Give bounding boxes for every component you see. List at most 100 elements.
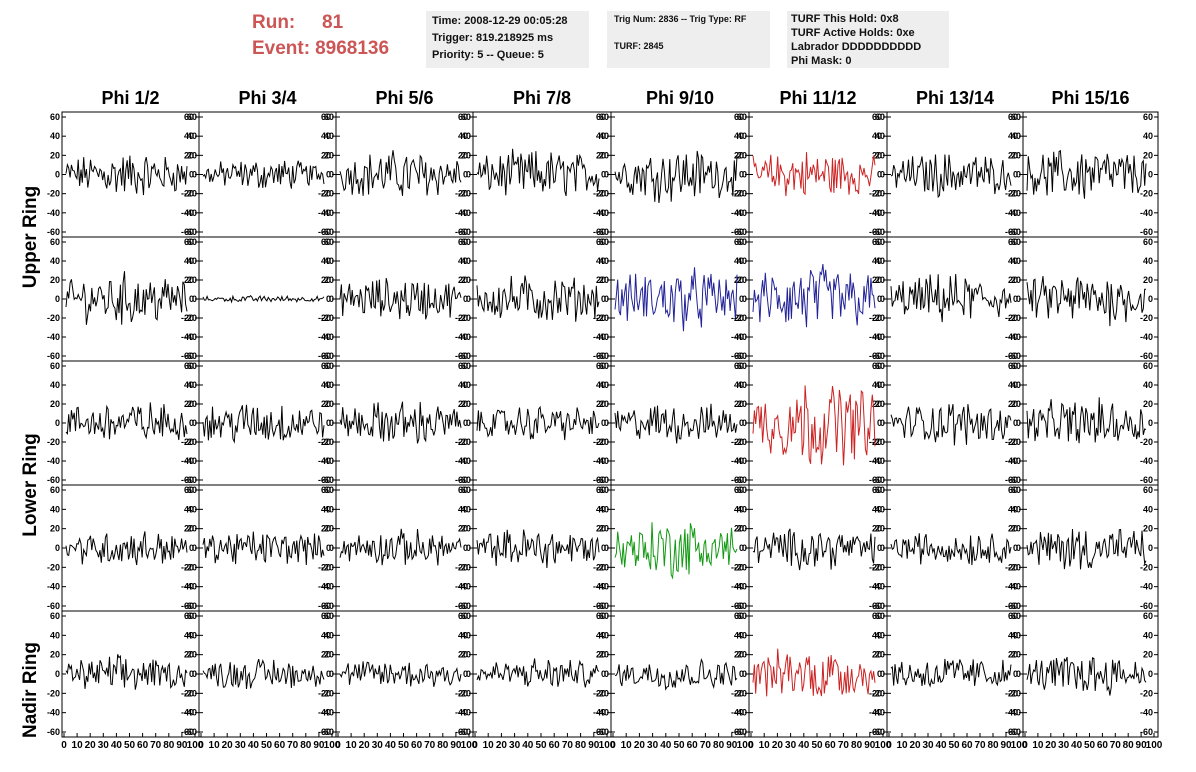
y-tick-label-right: -60 xyxy=(731,475,744,485)
y-tick-label-right: 40 xyxy=(596,630,606,640)
y-tick-label-right: 20 xyxy=(872,275,882,285)
waveform-trace xyxy=(476,529,600,569)
run-row: Run: 81 xyxy=(252,10,389,36)
y-tick-label-right: -60 xyxy=(455,475,468,485)
y-tick-label-right: 20 xyxy=(1008,650,1018,660)
x-tick-label: 40 xyxy=(1071,740,1083,751)
y-tick-label-right: 60 xyxy=(1008,485,1018,495)
y-tick-label: 40 xyxy=(737,380,747,390)
y-tick-label: 20 xyxy=(599,524,609,534)
x-tick-label: 50 xyxy=(124,740,136,751)
y-tick-label: 20 xyxy=(599,150,609,160)
y-tick-label-right: 40 xyxy=(596,380,606,390)
y-tick-label: -20 xyxy=(458,562,471,572)
panel-frame xyxy=(748,610,888,738)
y-tick-label: 40 xyxy=(50,131,60,141)
y-tick-label: -40 xyxy=(734,332,747,342)
x-tick-label: 10 xyxy=(483,740,495,751)
row-title: Nadir Ring xyxy=(20,642,41,738)
y-tick-label: 20 xyxy=(187,150,197,160)
y-tick-label-right: -60 xyxy=(593,227,606,237)
y-tick-label-right: -40 xyxy=(731,208,744,218)
y-tick-label: 20 xyxy=(737,650,747,660)
y-tick-label: -60 xyxy=(184,227,197,237)
x-tick-label: 60 xyxy=(961,740,973,751)
y-tick-label: -40 xyxy=(872,332,885,342)
y-tick-label-right: -40 xyxy=(1005,456,1018,466)
x-tick-label: 60 xyxy=(411,740,423,751)
waveform-trace xyxy=(614,403,738,444)
y-tick-label-right: -40 xyxy=(1140,708,1153,718)
y-tick-label: -60 xyxy=(872,351,885,361)
column-title: Phi 7/8 xyxy=(513,88,571,108)
x-tick-label: 30 xyxy=(372,740,384,751)
turf-info-box: TURF This Hold: 0x8 TURF Active Holds: 0… xyxy=(787,11,949,68)
y-tick-label: 40 xyxy=(599,256,609,266)
y-tick-label: 20 xyxy=(1011,650,1021,660)
y-tick-label: -40 xyxy=(734,208,747,218)
y-tick-label-right: 20 xyxy=(1008,524,1018,534)
y-tick-label-right: 40 xyxy=(872,256,882,266)
x-tick-label: 40 xyxy=(248,740,260,751)
y-tick-label-right: -60 xyxy=(1140,351,1153,361)
y-tick-label: 60 xyxy=(875,112,885,122)
y-tick-label-right: 0 xyxy=(1013,294,1018,304)
y-tick-label: -60 xyxy=(184,475,197,485)
y-tick-label: 40 xyxy=(875,131,885,141)
y-tick-label: -20 xyxy=(596,562,609,572)
x-tick-label: 90 xyxy=(1000,740,1012,751)
y-tick-label: 40 xyxy=(737,256,747,266)
y-tick-label: 40 xyxy=(187,504,197,514)
y-tick-label-right: 0 xyxy=(739,294,744,304)
y-tick-label: -20 xyxy=(872,189,885,199)
y-tick-label-right: -20 xyxy=(1005,562,1018,572)
x-tick-label: 100 xyxy=(599,740,616,751)
y-tick-label-right: 0 xyxy=(1148,543,1153,553)
y-tick-label-right: 60 xyxy=(596,485,606,495)
y-tick-label: 40 xyxy=(737,630,747,640)
y-tick-label-right: 40 xyxy=(1008,380,1018,390)
y-tick-label: 40 xyxy=(599,131,609,141)
y-tick-label: -40 xyxy=(47,708,60,718)
y-tick-label-right: -20 xyxy=(731,189,744,199)
y-tick-label-right: 20 xyxy=(1008,150,1018,160)
y-tick-label: -40 xyxy=(596,708,609,718)
y-tick-label: -40 xyxy=(458,582,471,592)
y-tick-label: 0 xyxy=(1016,294,1021,304)
y-tick-label: -60 xyxy=(872,475,885,485)
x-tick-label: 60 xyxy=(825,740,837,751)
waveform-trace xyxy=(752,264,876,328)
waveform-trace xyxy=(476,658,600,688)
y-tick-label: 0 xyxy=(880,543,885,553)
y-tick-label: -60 xyxy=(1008,475,1021,485)
x-tick-label: 100 xyxy=(1146,740,1163,751)
y-tick-label-right: -40 xyxy=(455,332,468,342)
y-tick-label-right: 0 xyxy=(877,543,882,553)
phi-mask-line: Phi Mask: 0 xyxy=(791,55,852,67)
y-tick-label-right: 40 xyxy=(1143,504,1153,514)
y-tick-label-right: -20 xyxy=(1140,688,1153,698)
y-tick-label-right: 60 xyxy=(1143,485,1153,495)
y-tick-label: 20 xyxy=(187,650,197,660)
y-tick-label: -20 xyxy=(734,437,747,447)
y-tick-label-right: -60 xyxy=(318,227,331,237)
y-tick-label: 0 xyxy=(192,543,197,553)
y-tick-label-right: 0 xyxy=(1013,543,1018,553)
y-tick-label-right: -60 xyxy=(869,727,882,737)
x-tick-label: 90 xyxy=(726,740,738,751)
y-tick-label: 40 xyxy=(461,630,471,640)
x-tick-label: 70 xyxy=(562,740,574,751)
x-tick-label: 20 xyxy=(222,740,234,751)
y-tick-label-right: 40 xyxy=(458,380,468,390)
y-tick-label: -60 xyxy=(321,227,334,237)
y-tick-label: 20 xyxy=(461,399,471,409)
y-tick-label: 60 xyxy=(187,485,197,495)
y-tick-label: 60 xyxy=(875,485,885,495)
y-tick-label: 60 xyxy=(737,112,747,122)
y-tick-label-right: 0 xyxy=(189,418,194,428)
trigger-info-box: Trig Num: 2836 -- Trig Type: RF TURF: 28… xyxy=(607,11,770,68)
y-tick-label-right: -40 xyxy=(181,332,194,342)
y-tick-label: 40 xyxy=(1011,504,1021,514)
x-tick-label: 10 xyxy=(621,740,633,751)
y-tick-label-right: -40 xyxy=(181,582,194,592)
